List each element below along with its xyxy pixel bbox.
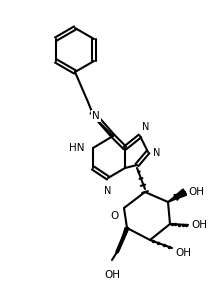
Polygon shape (118, 228, 129, 253)
Text: N: N (104, 186, 112, 196)
Text: N: N (142, 122, 149, 132)
Text: OH: OH (191, 220, 207, 230)
Text: OH: OH (104, 270, 120, 280)
Text: O: O (111, 211, 119, 221)
Text: OH: OH (188, 187, 204, 197)
Text: HN: HN (69, 143, 85, 153)
Polygon shape (168, 189, 187, 202)
Text: N: N (92, 111, 100, 121)
Text: OH: OH (175, 248, 191, 258)
Text: N: N (153, 148, 160, 158)
